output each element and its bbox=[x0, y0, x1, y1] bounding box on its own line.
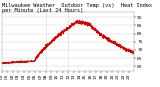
Text: Milwaukee Weather  Outdoor Temp (vs)  Heat Index per Minute (Last 24 Hours): Milwaukee Weather Outdoor Temp (vs) Heat… bbox=[2, 3, 152, 13]
